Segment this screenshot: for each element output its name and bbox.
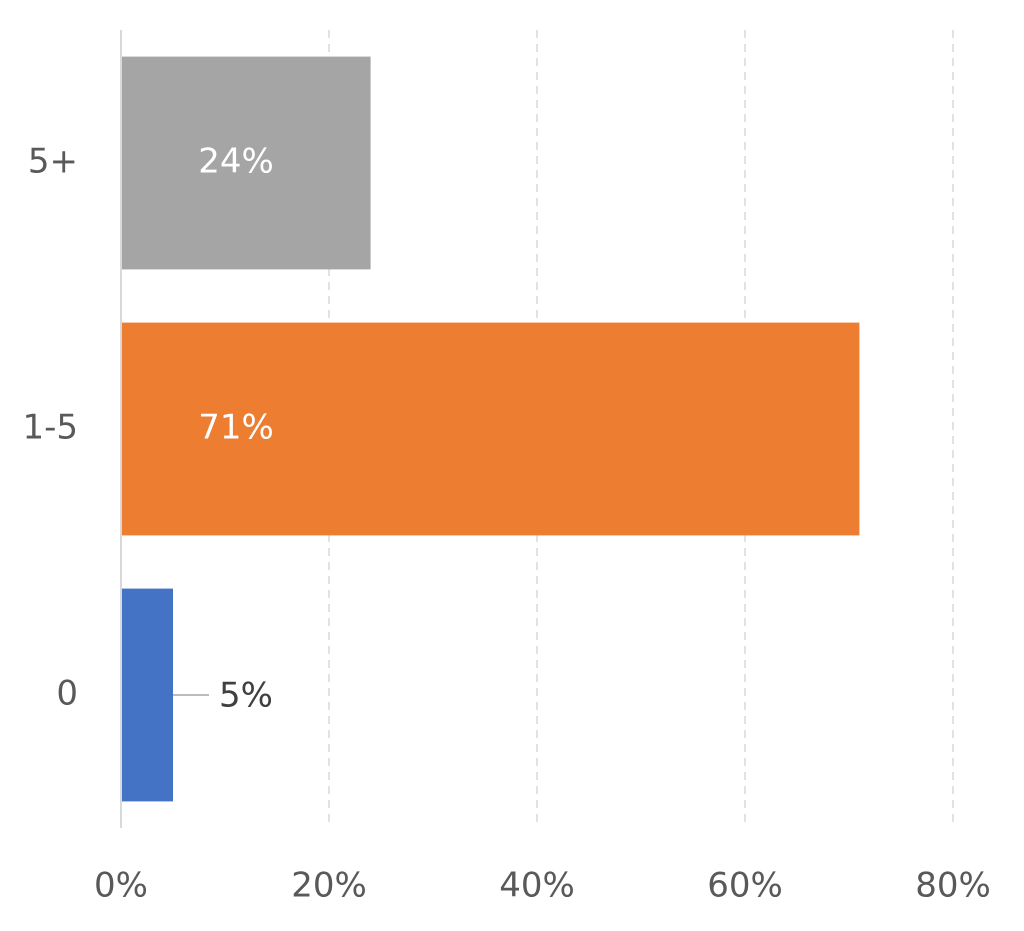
bar — [121, 56, 371, 270]
x-tick-label: 60% — [707, 866, 783, 906]
value-label: 5% — [219, 676, 273, 716]
y-tick-label: 5+ — [28, 142, 78, 182]
x-tick-label: 20% — [291, 866, 367, 906]
x-tick-label: 0% — [94, 866, 148, 906]
value-label: 24% — [198, 142, 274, 182]
bar — [121, 588, 173, 802]
y-tick-label: 1-5 — [22, 408, 78, 448]
x-tick-label: 40% — [499, 866, 575, 906]
y-tick-label: 0 — [56, 674, 78, 714]
value-label: 71% — [198, 408, 274, 448]
bar — [121, 322, 860, 536]
x-tick-label: 80% — [915, 866, 991, 906]
